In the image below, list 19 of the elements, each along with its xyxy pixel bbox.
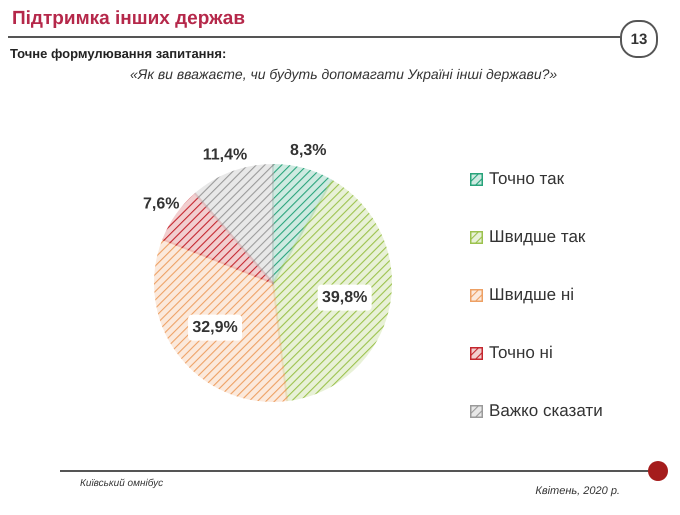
- data-label: 11,4%: [202, 146, 248, 164]
- text: Київський омнібус: [80, 478, 164, 489]
- text: Точне формулювання запитання:: [10, 46, 226, 61]
- legend-label: Точно ні: [489, 343, 553, 363]
- pie-slice: [154, 238, 288, 402]
- data-label: 8,3%: [290, 142, 327, 160]
- data-label: 32,9%: [192, 319, 238, 336]
- legend-label: Швидше ні: [489, 285, 574, 305]
- legend-label: Швидше так: [489, 227, 586, 247]
- legend-label: Важко сказати: [489, 401, 603, 421]
- chart-title: Підтримка інших держав: [12, 8, 246, 30]
- data-label: 39,8%: [322, 289, 368, 306]
- pie-slice: [272, 180, 392, 402]
- text: 13: [620, 20, 658, 58]
- data-label: 7,6%: [143, 195, 180, 212]
- text: Квітень, 2020 р.: [535, 485, 620, 497]
- pie-slice: [194, 164, 274, 284]
- legend-label: Точно так: [489, 169, 564, 189]
- chart-subtitle: «Як ви вважаєте, чи будуть допомагати Україні інші держави?»: [130, 66, 558, 82]
